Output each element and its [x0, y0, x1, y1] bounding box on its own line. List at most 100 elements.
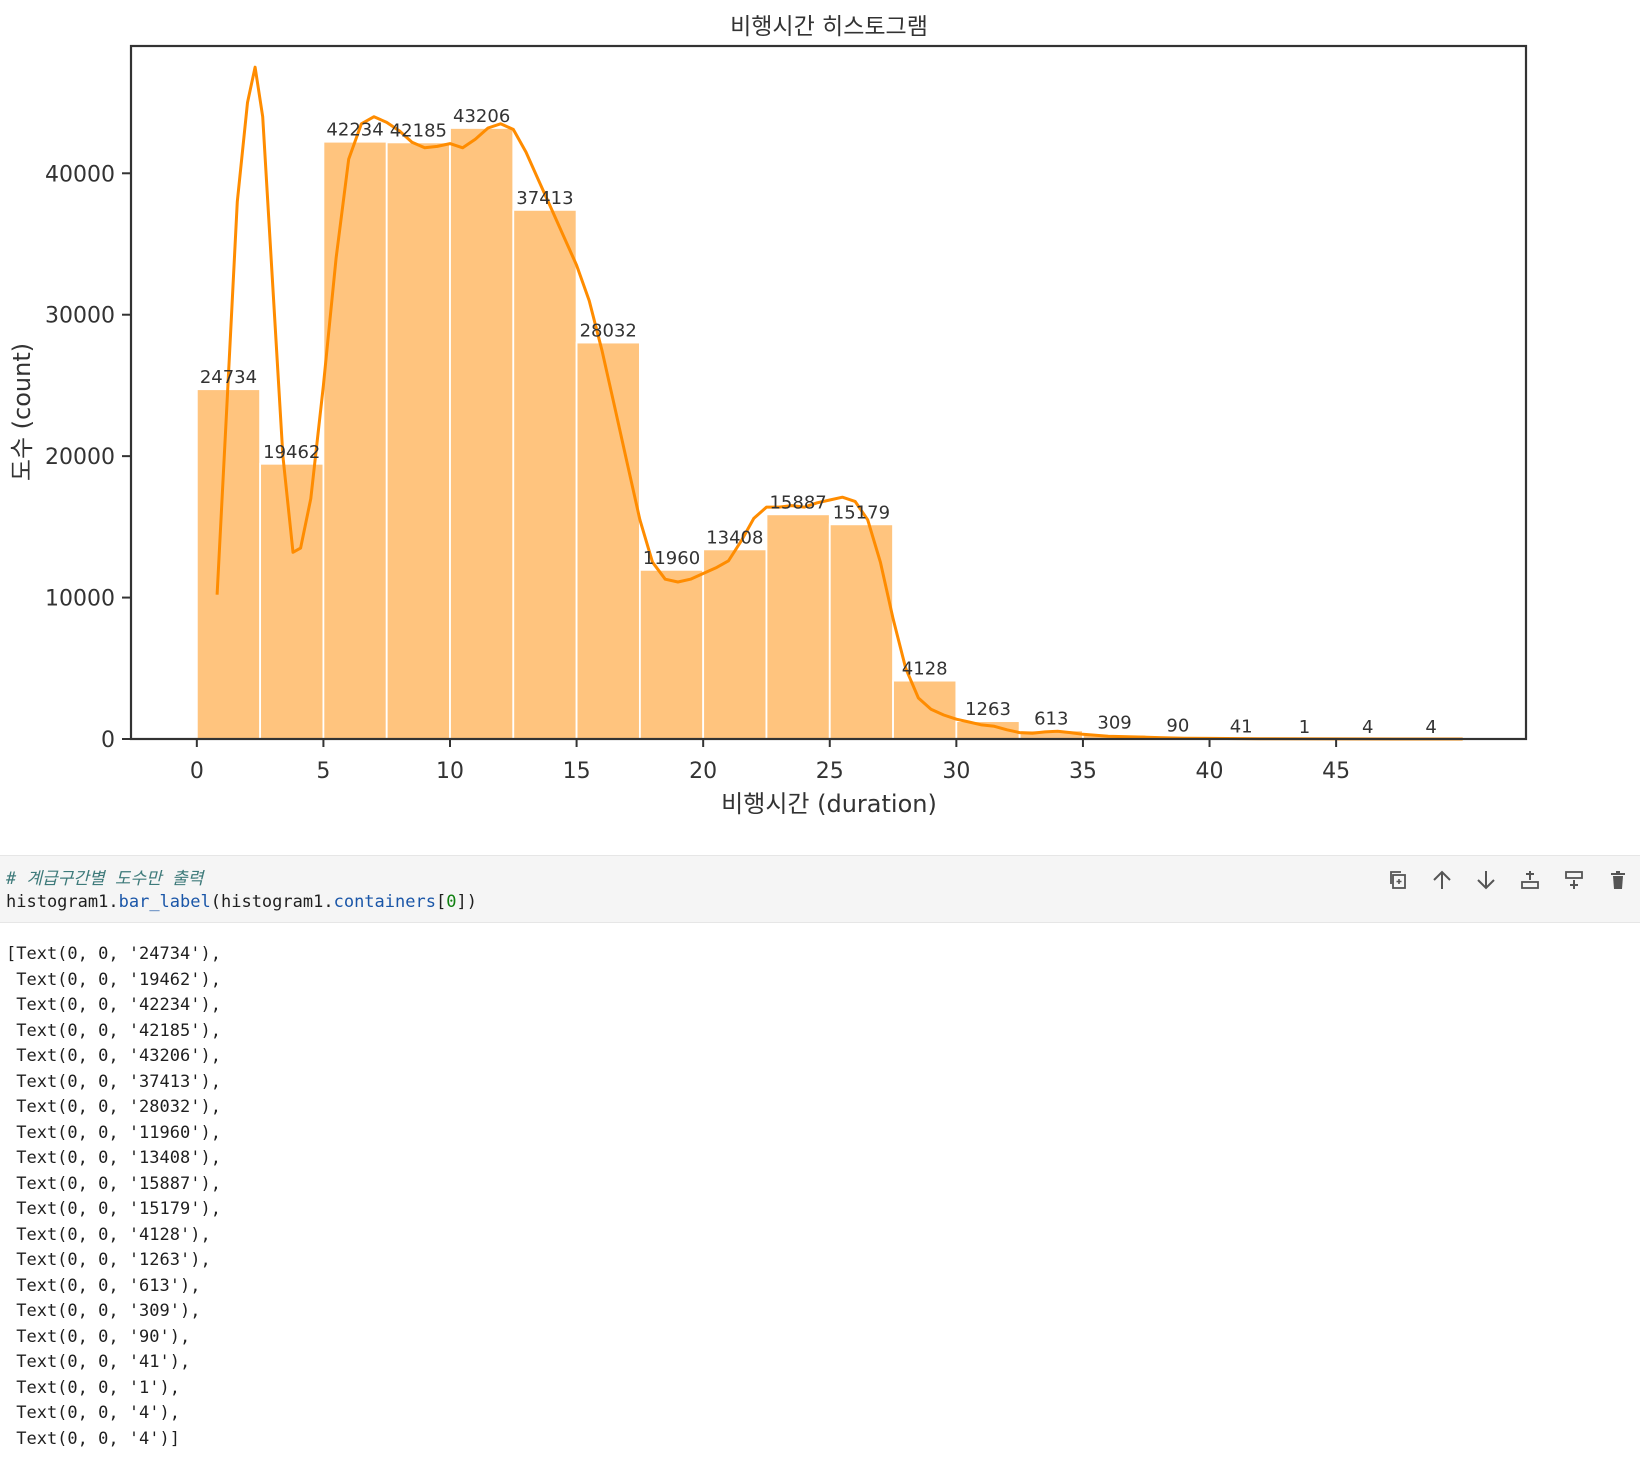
move-up-button[interactable]	[1420, 864, 1464, 896]
output-line: Text(0, 0, '43206'),	[6, 1046, 221, 1066]
bar-data-label: 613	[1034, 708, 1068, 729]
y-tick-label: 30000	[45, 304, 115, 329]
bar-data-label: 13408	[706, 527, 763, 548]
bar-data-label: 15887	[769, 492, 826, 513]
x-axis-label: 비행시간 (duration)	[721, 790, 937, 818]
histogram-bar	[765, 513, 831, 740]
kde-curve	[215, 65, 1463, 741]
x-tick-label: 25	[816, 759, 844, 784]
output-line: Text(0, 0, '37413'),	[6, 1071, 221, 1092]
x-tick-label: 45	[1322, 759, 1350, 784]
output-line: Text(0, 0, '4')]	[6, 1428, 180, 1449]
output-line: Text(0, 0, '1'),	[6, 1377, 180, 1398]
delete-cell-button[interactable]	[1596, 864, 1640, 896]
bar-data-label: 1263	[965, 699, 1011, 720]
cell-output: [Text(0, 0, '24734'), Text(0, 0, '19462'…	[6, 942, 221, 1452]
histogram-bar	[892, 679, 958, 740]
histogram-bar	[449, 127, 515, 740]
x-tick-label: 35	[1069, 759, 1097, 784]
bar-data-label: 15179	[833, 502, 890, 523]
code-token-attr: containers	[333, 892, 436, 912]
histogram-bar	[322, 140, 388, 740]
bar-data-label: 42185	[390, 120, 447, 141]
code-source[interactable]: histogram1.bar_label(histogram1.containe…	[6, 892, 477, 912]
bar-data-label: 90	[1166, 716, 1189, 737]
x-tick-label: 0	[190, 759, 204, 784]
bar-data-label: 41	[1230, 716, 1253, 737]
histogram-bar	[385, 141, 451, 740]
histogram-bar	[638, 568, 705, 740]
code-comment: # 계급구간별 도수만 출력	[6, 869, 204, 889]
bar-labels-group: 24734 19462 42234 42185 43206 37413 28032 11960…	[200, 106, 1437, 738]
output-line: Text(0, 0, '11960'),	[6, 1122, 221, 1143]
kde-group	[215, 65, 1463, 741]
output-line: Text(0, 0, '90'),	[6, 1326, 191, 1347]
code-token-index: 0	[446, 892, 457, 912]
histogram-bar	[259, 462, 325, 740]
insert-above-icon	[1521, 871, 1539, 889]
y-tick-label: 40000	[45, 162, 115, 187]
y-tick-label: 0	[101, 728, 115, 753]
x-tick-label: 40	[1196, 759, 1224, 784]
code-token-method: bar_label	[118, 892, 211, 912]
bar-data-label: 24734	[200, 367, 257, 388]
histogram-bar	[195, 388, 262, 740]
code-token-arg: histogram1	[220, 892, 324, 912]
bar-data-label: 43206	[453, 106, 510, 127]
output-line: [Text(0, 0, '24734'),	[6, 944, 221, 964]
output-line: Text(0, 0, '28032'),	[6, 1097, 221, 1117]
x-tick-label: 5	[316, 759, 330, 784]
insert-below-icon	[1565, 871, 1583, 889]
bar-data-label: 11960	[643, 548, 700, 569]
bar-data-label: 4	[1425, 717, 1436, 738]
move-down-button[interactable]	[1464, 864, 1508, 896]
bar-data-label: 4	[1362, 717, 1373, 738]
x-tick-label: 30	[942, 759, 970, 784]
code-cell[interactable]: # 계급구간별 도수만 출력 histogram1.bar_label(hist…	[0, 855, 1640, 923]
duplicate-cell-button[interactable]	[1376, 864, 1420, 896]
code-token-paren: (	[210, 892, 221, 912]
y-tick-label: 20000	[45, 445, 115, 470]
bar-data-label: 4128	[902, 659, 948, 680]
output-line: Text(0, 0, '309'),	[6, 1301, 201, 1321]
histogram-bar	[575, 341, 641, 740]
insert-above-button[interactable]	[1508, 864, 1552, 896]
bar-data-label: 42234	[326, 120, 383, 141]
x-tick-label: 10	[436, 759, 464, 784]
output-line: Text(0, 0, '42185'),	[6, 1020, 221, 1041]
y-axis-label: 도수 (count)	[8, 343, 36, 481]
x-tick-label: 20	[689, 759, 717, 784]
bar-data-label: 19462	[263, 442, 320, 463]
output-line: Text(0, 0, '613'),	[6, 1275, 201, 1296]
output-line: Text(0, 0, '15887'),	[6, 1173, 221, 1194]
histogram-bar	[828, 523, 894, 740]
output-line: Text(0, 0, '1263'),	[6, 1250, 211, 1270]
output-line: Text(0, 0, '15179'),	[6, 1199, 221, 1219]
output-line: Text(0, 0, '42234'),	[6, 995, 221, 1015]
y-ticks-group: 0 10000 20000 30000 40000	[45, 162, 131, 753]
code-token-close: ])	[456, 892, 477, 912]
output-line: Text(0, 0, '19462'),	[6, 969, 221, 990]
bar-data-label: 1	[1299, 717, 1310, 738]
chart-title: 비행시간 히스토그램	[730, 14, 928, 40]
code-token-bracket: [	[435, 892, 447, 912]
output-line: Text(0, 0, '13408'),	[6, 1148, 221, 1168]
code-token-dot: .	[323, 892, 334, 912]
code-token-object: histogram1	[6, 892, 109, 912]
y-tick-label: 10000	[45, 587, 115, 612]
move-up-icon	[1433, 870, 1451, 889]
output-line: Text(0, 0, '4'),	[6, 1403, 180, 1423]
code-token-dot: .	[108, 892, 119, 912]
bar-data-label: 37413	[516, 188, 573, 209]
x-tick-label: 15	[563, 759, 591, 784]
plot-frame	[129, 44, 1528, 741]
bar-data-label: 309	[1097, 713, 1131, 734]
output-line: Text(0, 0, '41'),	[6, 1352, 191, 1372]
output-line: Text(0, 0, '4128'),	[6, 1224, 211, 1245]
delete-icon	[1611, 871, 1625, 889]
histogram-chart: 비행시간 히스토그램 24734 19462 42234 42185 43206 3741…	[8, 14, 1528, 818]
move-down-icon	[1477, 871, 1495, 890]
bars-group	[195, 127, 1464, 740]
insert-below-button[interactable]	[1552, 864, 1596, 896]
duplicate-icon	[1390, 871, 1406, 889]
